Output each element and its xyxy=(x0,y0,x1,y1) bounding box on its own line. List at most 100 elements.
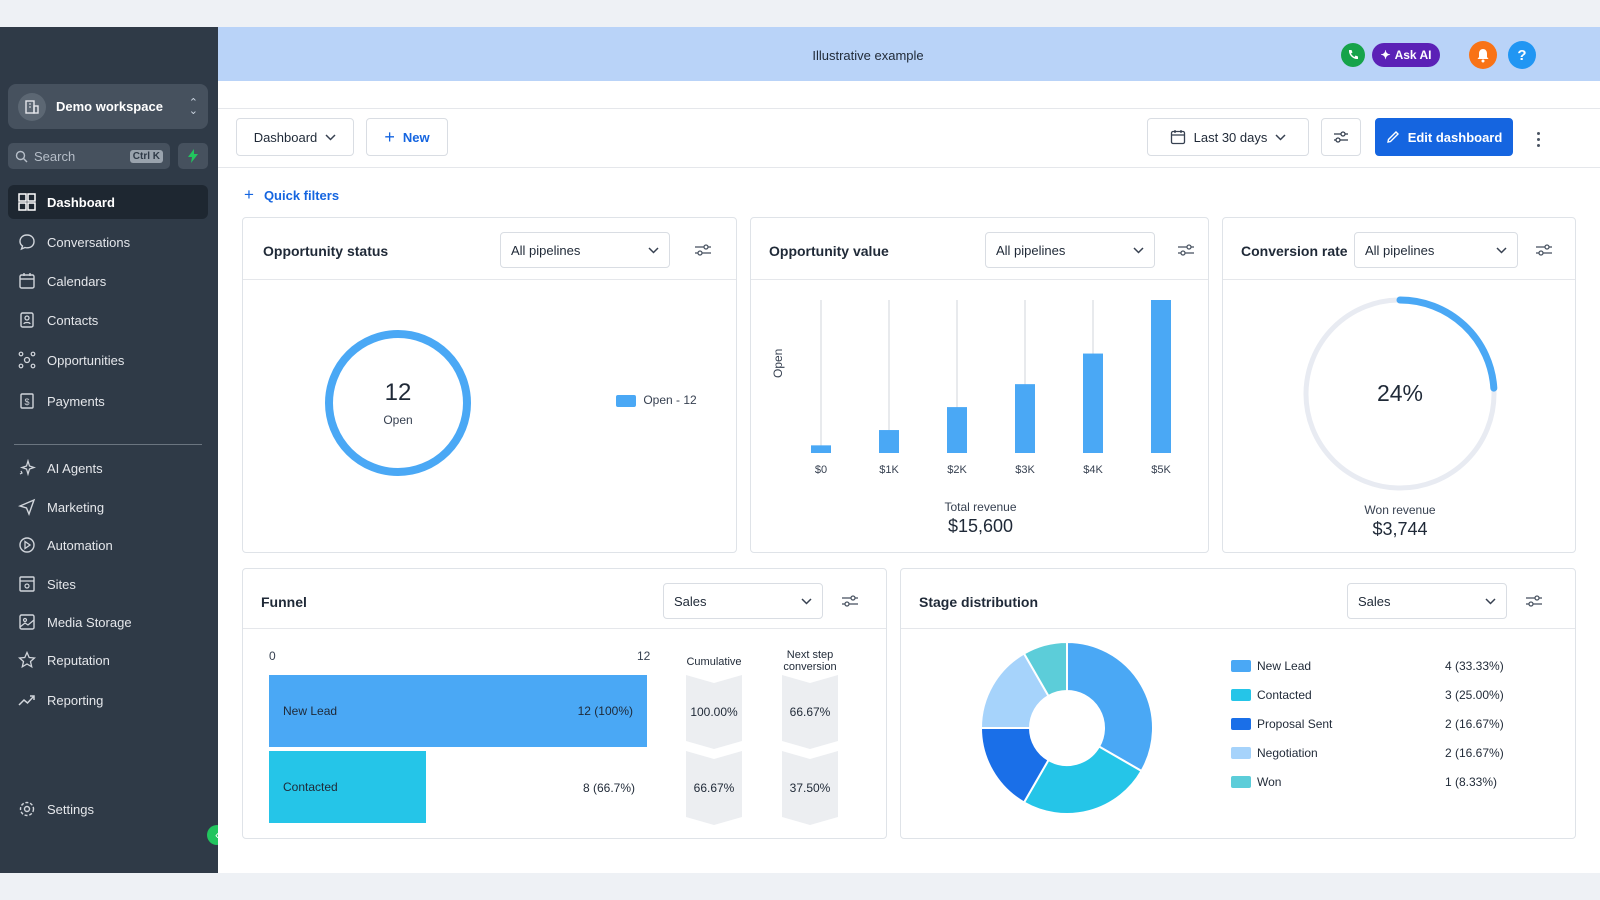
sites-icon xyxy=(17,574,37,594)
pipeline-select[interactable]: All pipelines xyxy=(500,232,670,268)
legend-value: 1 (8.33%) xyxy=(1445,775,1498,789)
value-bar[interactable] xyxy=(947,407,967,453)
opportunity-value-card: Opportunity value All pipelines Open $0 $… xyxy=(750,217,1209,553)
donut-slice-won[interactable] xyxy=(1022,640,1068,698)
cumulative-cell: 66.67% xyxy=(686,751,742,825)
conversion-gauge xyxy=(1303,296,1498,491)
opportunities-icon xyxy=(17,350,37,370)
date-range-select[interactable]: Last 30 days xyxy=(1147,118,1309,156)
total-revenue-label: Total revenue xyxy=(944,500,1017,514)
edit-dashboard-label: Edit dashboard xyxy=(1407,129,1503,145)
sliders-icon[interactable] xyxy=(1177,242,1195,258)
edit-dashboard-button[interactable]: Edit dashboard xyxy=(1375,118,1513,156)
legend-label: Contacted xyxy=(1257,688,1312,702)
legend-value: 2 (16.67%) xyxy=(1445,717,1504,731)
sidebar-item-settings[interactable]: Settings xyxy=(8,792,208,826)
sidebar-item-payments[interactable]: $ Payments xyxy=(8,384,208,418)
status-legend: Open - 12 xyxy=(616,393,697,407)
dashboard-select[interactable]: Dashboard xyxy=(236,118,354,156)
sidebar-item-reporting[interactable]: Reporting xyxy=(8,683,208,717)
value-bar[interactable] xyxy=(1083,353,1103,453)
legend-item[interactable]: Contacted 3 (25.00%) xyxy=(1231,686,1531,704)
phone-button[interactable] xyxy=(1341,43,1365,67)
sidebar-item-conversations[interactable]: Conversations xyxy=(8,225,208,259)
stage-pipeline-select[interactable]: Sales xyxy=(1347,583,1507,619)
workspace-switcher[interactable]: Demo workspace ⌃ ⌄ xyxy=(8,84,208,129)
divider xyxy=(218,108,1600,109)
legend-item[interactable]: New Lead 4 (33.33%) xyxy=(1231,657,1531,675)
legend-swatch xyxy=(1231,689,1251,701)
sidebar-item-label: Sites xyxy=(47,576,76,592)
sidebar-item-marketing[interactable]: Marketing xyxy=(8,490,208,524)
opportunity-status-card: Opportunity status All pipelines 12 Open… xyxy=(242,217,737,553)
sliders-icon[interactable] xyxy=(841,593,859,609)
legend-item[interactable]: Negotiation 2 (16.67%) xyxy=(1231,744,1531,762)
sidebar-item-media-storage[interactable]: Media Storage xyxy=(8,605,208,639)
gear-icon xyxy=(17,799,37,819)
sidebar-item-label: Reputation xyxy=(47,652,110,668)
sidebar-item-ai-agents[interactable]: AI Agents xyxy=(8,451,208,485)
help-button[interactable]: ? xyxy=(1508,41,1536,69)
dashboard-select-label: Dashboard xyxy=(253,129,318,145)
card-header: Opportunity value All pipelines xyxy=(751,218,1208,280)
quick-filters-button[interactable]: + Quick filters xyxy=(244,185,339,205)
value-bar[interactable] xyxy=(1151,300,1171,453)
x-tick-label: $2K xyxy=(947,464,967,476)
chevron-updown-icon: ⌃ ⌄ xyxy=(188,96,198,117)
legend-label: Won xyxy=(1257,775,1282,789)
sidebar-item-label: Contacts xyxy=(47,312,99,328)
calendar-icon xyxy=(17,271,37,291)
funnel-pipeline-select[interactable]: Sales xyxy=(663,583,823,619)
divider xyxy=(218,167,1600,168)
new-button[interactable]: + New xyxy=(366,118,448,156)
search-input[interactable]: Search Ctrl K xyxy=(8,143,170,169)
ask-ai-button[interactable]: ✦ Ask AI xyxy=(1372,43,1440,67)
notifications-button[interactable] xyxy=(1469,41,1497,69)
legend-label: Open - 12 xyxy=(643,393,697,407)
x-tick-label: $1K xyxy=(879,464,899,476)
gauge-progress xyxy=(1396,296,1498,392)
more-options-icon[interactable] xyxy=(1528,125,1548,153)
value-bar[interactable] xyxy=(811,445,831,453)
sidebar-item-label: Conversations xyxy=(47,234,131,250)
legend-value: 4 (33.33%) xyxy=(1445,659,1504,673)
donut-slice-contacted[interactable] xyxy=(1022,745,1143,815)
funnel-stage-label: Contacted xyxy=(283,780,338,794)
legend-item[interactable]: Won 1 (8.33%) xyxy=(1231,773,1531,791)
sliders-icon[interactable] xyxy=(1525,593,1543,609)
chevron-down-icon xyxy=(1275,133,1286,141)
legend-item[interactable]: Proposal Sent 2 (16.67%) xyxy=(1231,715,1531,733)
next-step-cell: 66.67% xyxy=(782,675,838,749)
funnel-bar-new-lead[interactable]: New Lead 12 (100%) xyxy=(269,675,647,747)
sidebar-item-automation[interactable]: Automation xyxy=(8,528,208,562)
sidebar-divider xyxy=(14,444,202,445)
main-content: Dashboard + New Last 30 days Edit dashbo… xyxy=(218,81,1600,873)
sidebar-item-label: Settings xyxy=(47,801,94,817)
sliders-icon[interactable] xyxy=(1535,242,1553,258)
sliders-icon[interactable] xyxy=(694,242,712,258)
sidebar-item-sites[interactable]: Sites xyxy=(8,567,208,601)
filters-button[interactable] xyxy=(1321,118,1361,156)
sidebar-item-calendars[interactable]: Calendars xyxy=(8,264,208,298)
funnel-stage-value: 8 (66.7%) xyxy=(583,781,636,795)
sidebar-item-contacts[interactable]: Contacts xyxy=(8,303,208,337)
sidebar-item-dashboard[interactable]: Dashboard xyxy=(8,185,208,219)
value-bar[interactable] xyxy=(1015,384,1035,453)
bolt-icon xyxy=(188,149,198,163)
value-bar[interactable] xyxy=(879,430,899,453)
donut-slice-new-lead[interactable] xyxy=(1066,640,1154,773)
quick-action-button[interactable] xyxy=(178,143,208,169)
card-title: Opportunity status xyxy=(263,243,389,259)
status-count-label: Open xyxy=(383,413,413,427)
funnel-bar-contacted[interactable]: Contacted xyxy=(269,751,426,823)
sidebar-item-reputation[interactable]: Reputation xyxy=(8,643,208,677)
value-chart-ylabel: Open xyxy=(771,348,785,378)
sidebar-item-label: Calendars xyxy=(47,273,107,289)
sparkle-icon xyxy=(17,458,37,478)
pipeline-select[interactable]: All pipelines xyxy=(1354,232,1518,268)
chat-icon xyxy=(17,232,37,252)
sidebar-item-label: Opportunities xyxy=(47,352,125,368)
legend-swatch xyxy=(616,394,636,407)
pipeline-select[interactable]: All pipelines xyxy=(985,232,1155,268)
sidebar-item-opportunities[interactable]: Opportunities xyxy=(8,343,208,377)
